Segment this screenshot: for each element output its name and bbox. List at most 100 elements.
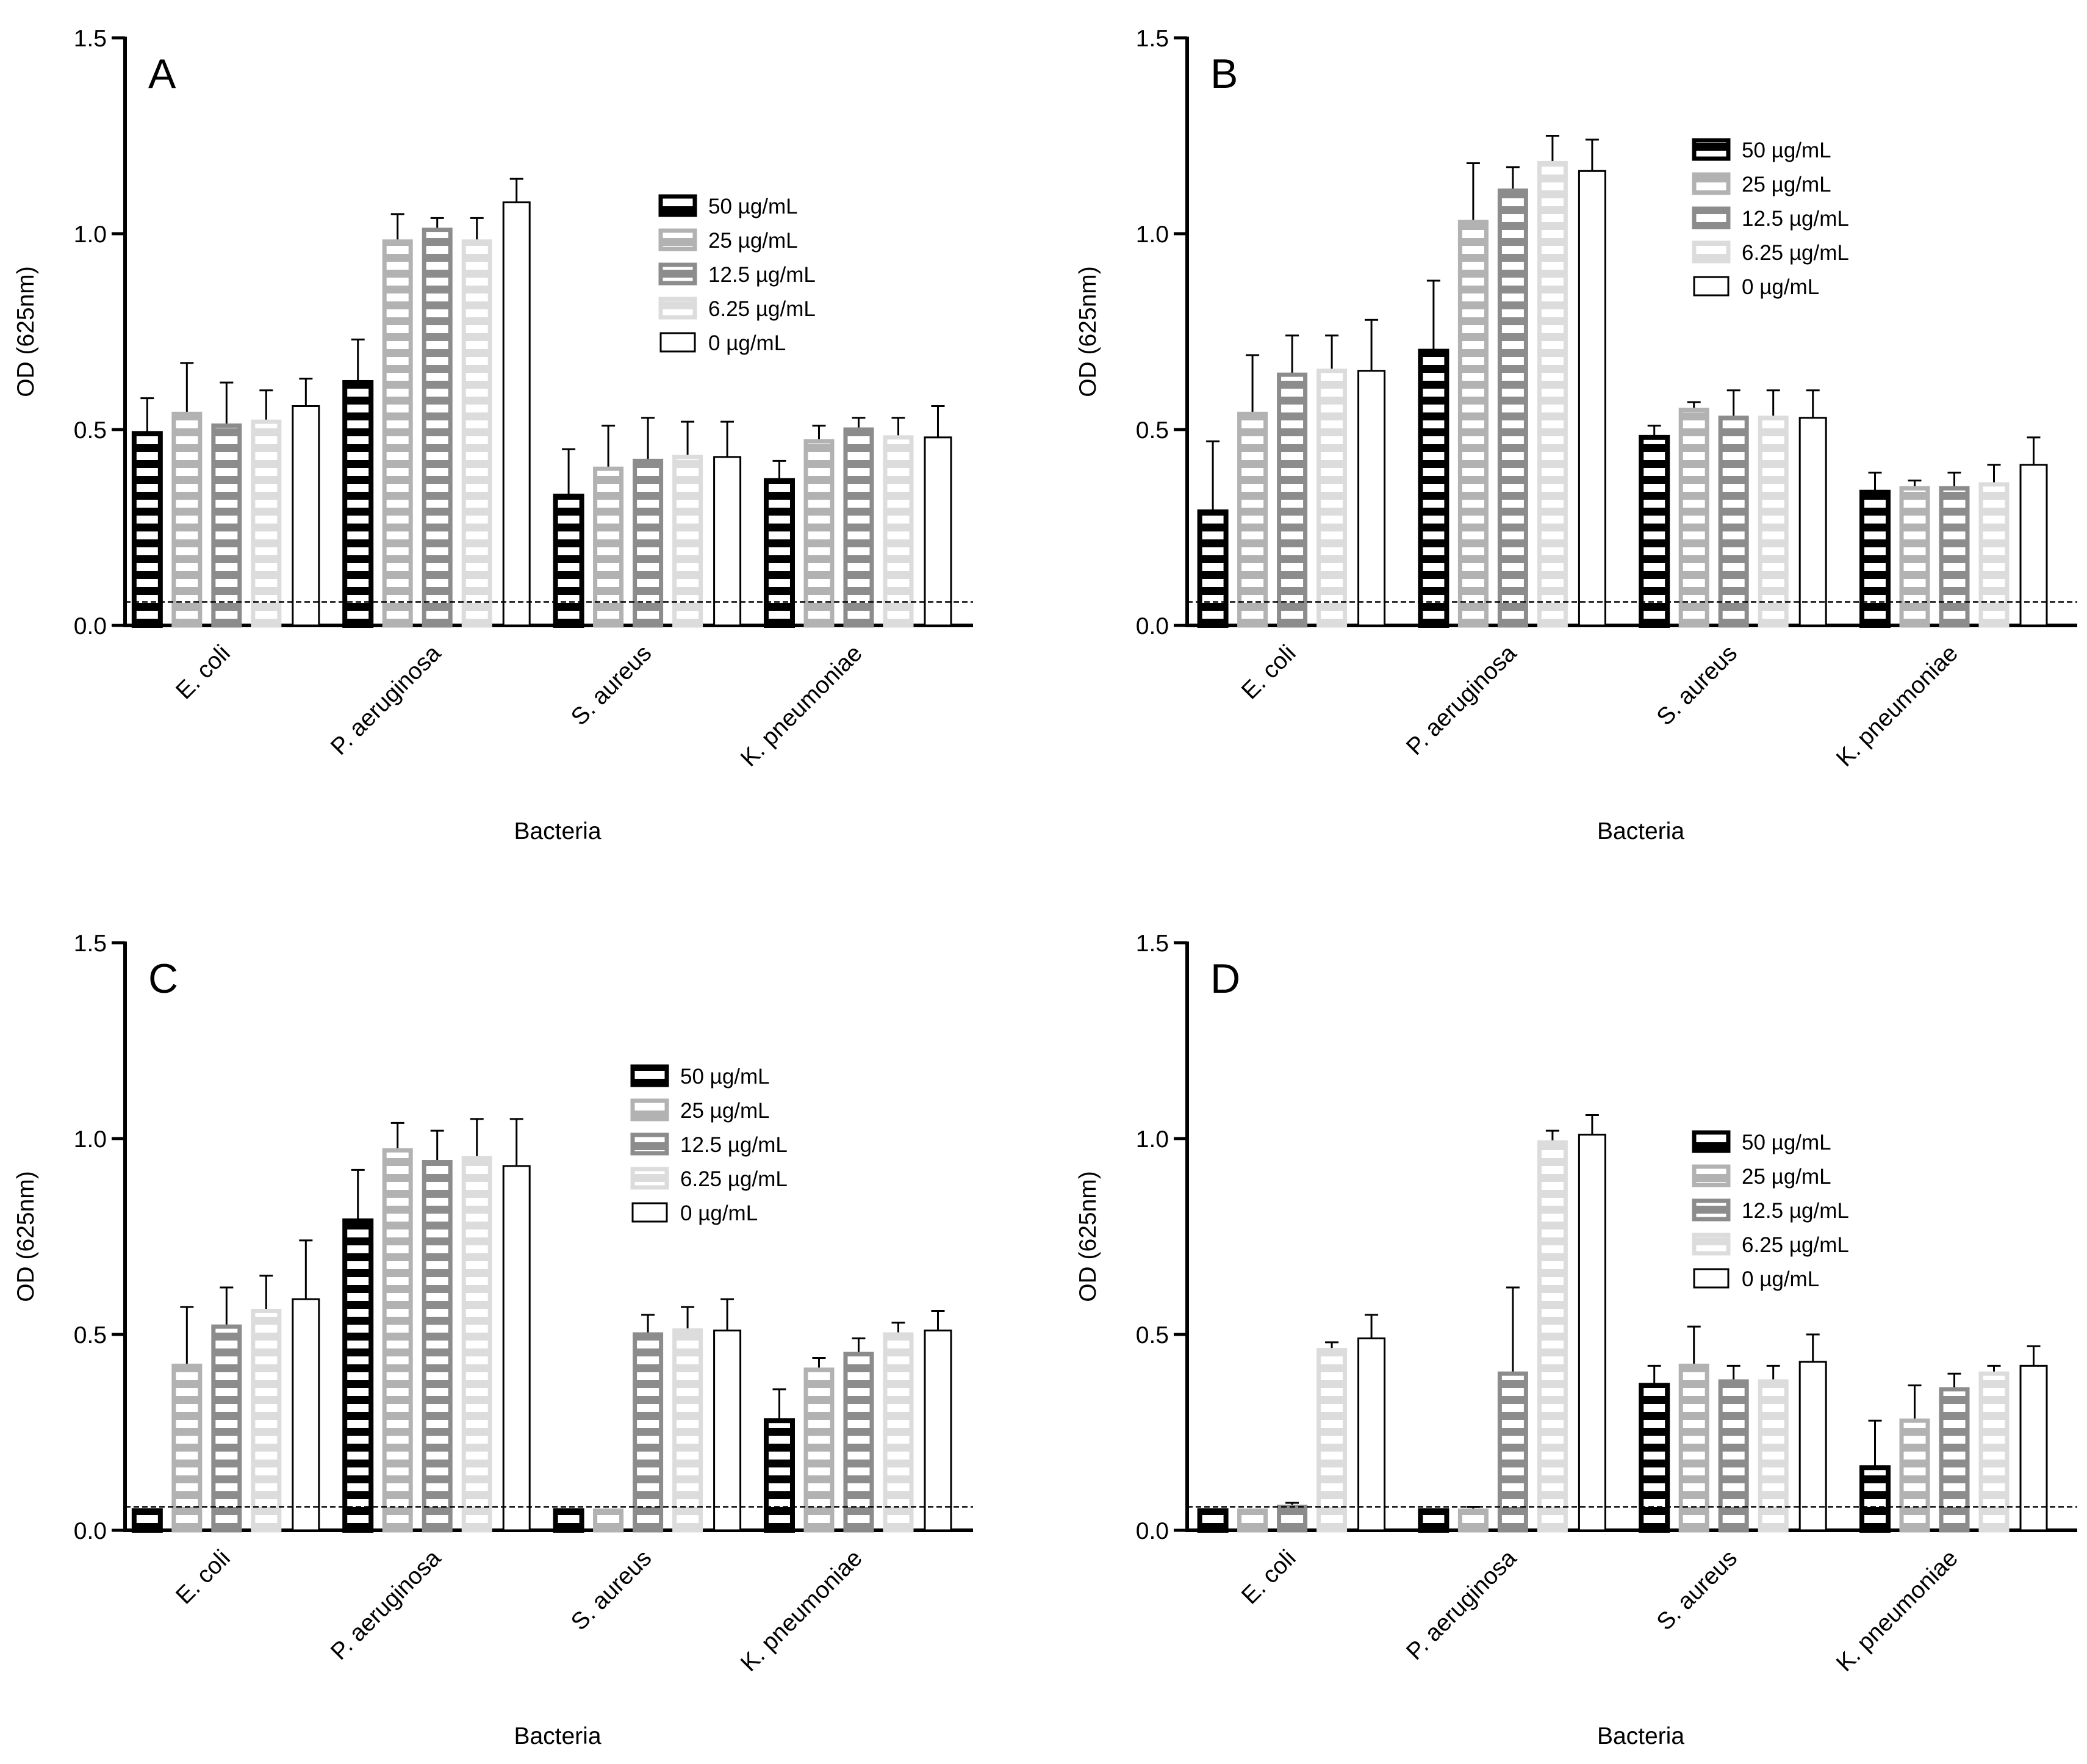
bar xyxy=(211,423,242,628)
legend-swatch xyxy=(1692,1198,1731,1222)
legend-swatch xyxy=(1692,1164,1731,1187)
bar xyxy=(292,1298,320,1532)
y-tick-label: 1.5 xyxy=(74,931,107,957)
bar xyxy=(763,1418,795,1533)
y-tick-label: 0.0 xyxy=(74,613,107,639)
bar xyxy=(1418,348,1449,628)
chart-panels: 0.0 0.5 1.0 1.5 OD (625nm) A E. coli P. aerugin… xyxy=(13,26,2077,1749)
bar xyxy=(1197,509,1229,628)
legend-label: 6.25 µg/mL xyxy=(1742,241,1849,265)
bar xyxy=(1357,1337,1386,1532)
bar xyxy=(1899,1418,1930,1533)
bar xyxy=(1316,369,1348,628)
bar xyxy=(1357,370,1386,627)
y-tick-label: 1.0 xyxy=(74,221,107,248)
bar xyxy=(1537,160,1568,628)
legend-label: 25 µg/mL xyxy=(708,229,798,253)
bar xyxy=(171,1363,203,1533)
panel-letter: A xyxy=(148,51,176,97)
legend-swatch xyxy=(630,1132,669,1156)
bar xyxy=(251,1308,282,1533)
x-category-label: E. coli xyxy=(1237,1545,1301,1610)
y-axis-title: OD (625nm) xyxy=(1075,1171,1101,1302)
bar xyxy=(342,1218,374,1533)
bar xyxy=(502,1165,531,1532)
y-tick-label: 0.0 xyxy=(1136,1518,1169,1544)
legend-label: 6.25 µg/mL xyxy=(708,297,816,321)
legend-label: 0 µg/mL xyxy=(708,331,786,355)
legend-label: 12.5 µg/mL xyxy=(1742,207,1849,231)
legend-swatch xyxy=(1693,276,1730,297)
x-axis-title: Bacteria xyxy=(514,1723,601,1749)
bar xyxy=(553,494,584,628)
bar xyxy=(1798,1361,1827,1532)
bar xyxy=(1497,1371,1528,1533)
bar xyxy=(131,1508,163,1533)
bar xyxy=(633,458,664,628)
bar xyxy=(1798,417,1827,627)
bar xyxy=(502,201,531,627)
bar xyxy=(1678,408,1709,628)
legend-label: 12.5 µg/mL xyxy=(708,263,816,287)
x-category-label: E. coli xyxy=(171,1545,235,1610)
bar xyxy=(593,1508,624,1533)
legend: 50 µg/mL 25 µg/mL 12.5 µg/mL 6.25 µg/mL 0 µg… xyxy=(1692,1130,1849,1291)
bar xyxy=(1718,416,1749,628)
bar xyxy=(1639,434,1670,628)
bar xyxy=(1859,1465,1891,1533)
y-tick-label: 1.0 xyxy=(1136,221,1169,248)
bar xyxy=(1678,1363,1709,1533)
bar xyxy=(1758,416,1789,628)
legend-label: 50 µg/mL xyxy=(1742,139,1831,162)
bar xyxy=(342,380,374,628)
x-category-label: K. pneumoniae xyxy=(736,640,867,772)
x-category-label: S. aureus xyxy=(566,1545,656,1635)
bar xyxy=(1578,170,1606,627)
x-category-label: P. aeruginosa xyxy=(1401,1545,1521,1665)
bar xyxy=(461,239,492,628)
bar xyxy=(803,439,835,628)
legend-label: 12.5 µg/mL xyxy=(1742,1199,1849,1223)
bar xyxy=(843,427,874,628)
y-tick-label: 0.5 xyxy=(1136,417,1169,444)
y-axis-title: OD (625nm) xyxy=(13,1171,39,1302)
x-category-label: P. aeruginosa xyxy=(1401,640,1521,760)
bar xyxy=(1978,482,2010,628)
legend-swatch xyxy=(658,194,697,217)
bar xyxy=(1316,1348,1348,1533)
bar xyxy=(1939,486,1970,628)
bar xyxy=(713,1330,742,1532)
y-tick-label: 1.5 xyxy=(1136,26,1169,52)
bar xyxy=(1639,1383,1670,1533)
y-tick-label: 0.5 xyxy=(1136,1322,1169,1348)
legend-label: 50 µg/mL xyxy=(708,195,798,218)
legend-swatch xyxy=(630,1098,669,1121)
legend-label: 0 µg/mL xyxy=(1742,1267,1819,1291)
bar xyxy=(924,1330,952,1532)
bar xyxy=(1497,188,1528,628)
legend-label: 25 µg/mL xyxy=(1742,173,1831,196)
legend-swatch xyxy=(631,1202,668,1223)
bar xyxy=(292,405,320,627)
bar xyxy=(1859,489,1891,628)
panel-c: 0.0 0.5 1.0 1.5 OD (625nm) C E. coli P. aerugin… xyxy=(13,931,973,1749)
y-tick-label: 1.5 xyxy=(74,26,107,52)
bar xyxy=(1457,220,1489,628)
panel-b: 0.0 0.5 1.0 1.5 OD (625nm) B E. coli P. aerugin… xyxy=(1075,26,2077,844)
bar xyxy=(1758,1379,1789,1533)
panel-letter: C xyxy=(148,956,178,1002)
panel-d: 0.0 0.5 1.0 1.5 OD (625nm) D E. coli P. aerugin… xyxy=(1075,931,2077,1749)
bar xyxy=(553,1508,584,1533)
legend-label: 0 µg/mL xyxy=(1742,275,1819,299)
bar xyxy=(672,455,703,628)
legend-swatch xyxy=(659,332,696,353)
y-axis-title: OD (625nm) xyxy=(1075,266,1101,397)
x-category-label: E. coli xyxy=(1237,640,1301,705)
legend-swatch xyxy=(1692,206,1731,229)
x-axis-title: Bacteria xyxy=(514,818,601,844)
bar xyxy=(1237,411,1268,628)
x-axis-title: Bacteria xyxy=(1597,1723,1684,1749)
legend-label: 6.25 µg/mL xyxy=(1742,1233,1849,1257)
bar xyxy=(883,1332,914,1533)
